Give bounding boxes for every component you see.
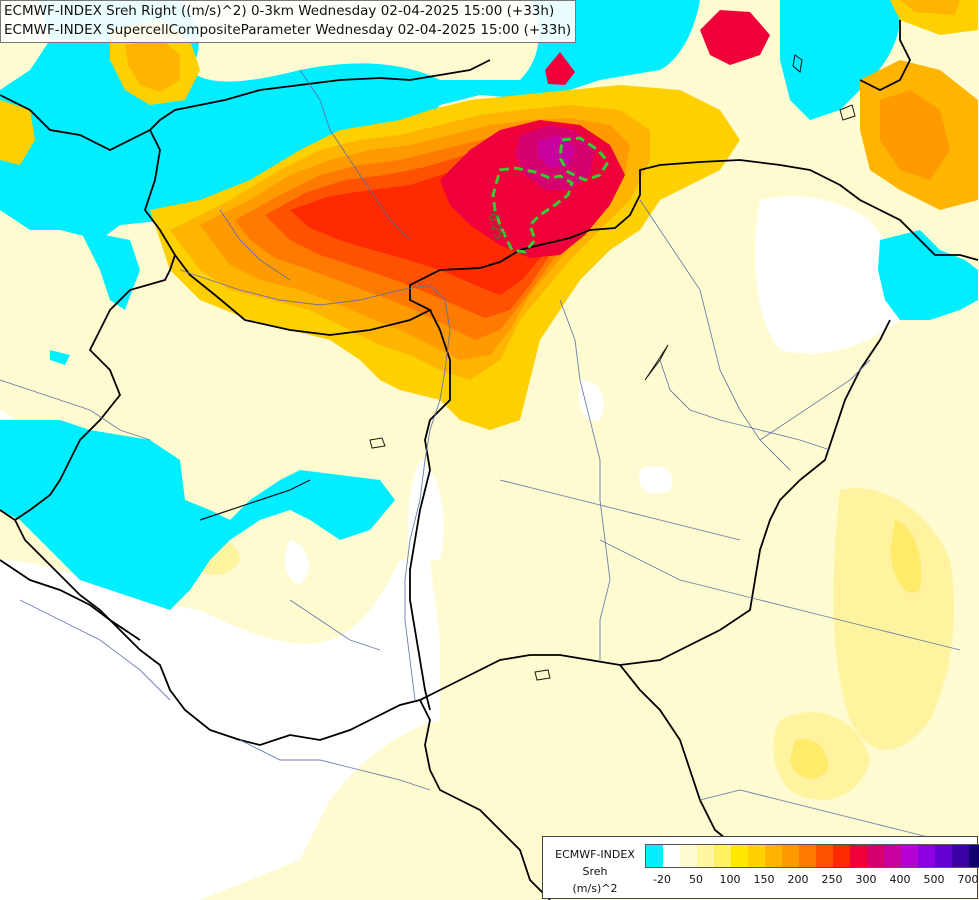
legend-header: ECMWF-INDEX Sreh (m/s)^2 (547, 846, 643, 897)
legend-swatch (748, 845, 765, 867)
legend-tick-labels: -20 50 100 150 200 250 300 400 500 700 (645, 873, 978, 889)
legend-swatch (952, 845, 969, 867)
legend-swatch (663, 845, 680, 867)
title-line-1: ECMWF-INDEX Sreh Right ((m/s)^2) 0-3km W… (4, 3, 555, 19)
legend-swatch (646, 845, 663, 867)
yellow-core-patches (790, 520, 922, 779)
legend-swatch (782, 845, 799, 867)
legend-swatch (714, 845, 731, 867)
legend-swatch (680, 845, 697, 867)
legend-tick-label: 150 (753, 873, 775, 886)
legend-tick-label: 400 (889, 873, 911, 886)
legend-swatch (901, 845, 918, 867)
legend-swatch (935, 845, 952, 867)
legend-swatch (918, 845, 935, 867)
legend-swatch (765, 845, 782, 867)
scp-contour (491, 136, 610, 254)
legend-tick-label: 500 (923, 873, 945, 886)
legend-tick-label: 700 (957, 873, 979, 886)
legend-swatch (833, 845, 850, 867)
secondary-maxima (0, 0, 978, 210)
legend-swatch (884, 845, 901, 867)
color-legend: ECMWF-INDEX Sreh (m/s)^2 -20 50 100 150 200 2… (542, 836, 979, 899)
legend-tick-label: 200 (787, 873, 809, 886)
title-line-2: ECMWF-INDEX SupercellCompositeParameter … (4, 22, 572, 38)
legend-variable: Sreh (582, 865, 608, 878)
legend-units: (m/s)^2 (572, 882, 618, 895)
legend-tick-label: 250 (821, 873, 843, 886)
legend-tick-label: 50 (689, 873, 703, 886)
sreh-max-region (150, 85, 740, 430)
legend-swatch (850, 845, 867, 867)
legend-swatch (969, 845, 979, 867)
legend-swatch (867, 845, 884, 867)
rivers (0, 54, 961, 841)
legend-swatch (816, 845, 833, 867)
legend-color-bar (645, 844, 979, 868)
map-title: ECMWF-INDEX Sreh Right ((m/s)^2) 0-3km W… (0, 0, 577, 43)
legend-swatch (731, 845, 748, 867)
legend-swatch (697, 845, 714, 867)
legend-tick-label: 300 (855, 873, 877, 886)
legend-swatch (799, 845, 816, 867)
legend-tick-label: -20 (653, 873, 671, 886)
yellow-patches (190, 488, 954, 800)
legend-tick-label: 100 (719, 873, 741, 886)
legend-title: ECMWF-INDEX (555, 848, 635, 861)
